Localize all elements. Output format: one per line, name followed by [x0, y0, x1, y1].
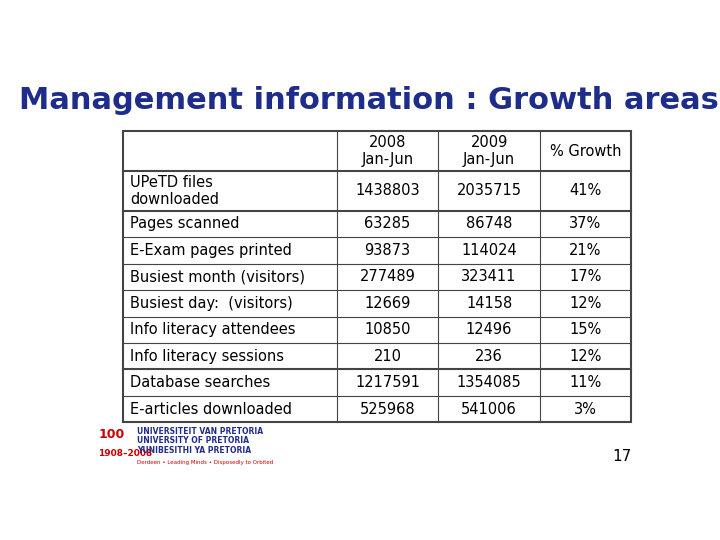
Text: 114024: 114024 [462, 243, 517, 258]
Text: 2035715: 2035715 [456, 184, 521, 198]
Text: % Growth: % Growth [550, 144, 621, 159]
Text: 12669: 12669 [364, 296, 410, 311]
Text: 541006: 541006 [462, 402, 517, 417]
Text: 10850: 10850 [364, 322, 411, 338]
Text: Derdeen • Leading Minds • Disposedly to Orbited: Derdeen • Leading Minds • Disposedly to … [138, 460, 274, 465]
Text: 210: 210 [374, 349, 402, 364]
Text: 12496: 12496 [466, 322, 512, 338]
Text: 41%: 41% [570, 184, 602, 198]
Text: Busiest month (visitors): Busiest month (visitors) [130, 269, 305, 285]
Text: 21%: 21% [570, 243, 602, 258]
Text: 11%: 11% [570, 375, 602, 390]
Text: Pages scanned: Pages scanned [130, 217, 240, 232]
Text: E-Exam pages printed: E-Exam pages printed [130, 243, 292, 258]
Text: 15%: 15% [570, 322, 602, 338]
Text: Info literacy attendees: Info literacy attendees [130, 322, 296, 338]
Text: 14158: 14158 [466, 296, 512, 311]
Text: 63285: 63285 [364, 217, 410, 232]
Text: YUNIBESITHI YA PRETORIA: YUNIBESITHI YA PRETORIA [138, 446, 251, 455]
Text: Management information : Growth areas: Management information : Growth areas [19, 85, 719, 114]
Text: 12%: 12% [570, 349, 602, 364]
Text: 277489: 277489 [359, 269, 415, 285]
Text: Database searches: Database searches [130, 375, 271, 390]
Text: 37%: 37% [570, 217, 602, 232]
Text: Busiest day:  (visitors): Busiest day: (visitors) [130, 296, 293, 311]
Text: 3%: 3% [574, 402, 597, 417]
Text: 12%: 12% [570, 296, 602, 311]
Text: 1438803: 1438803 [355, 184, 420, 198]
Text: 17%: 17% [570, 269, 602, 285]
Text: UPeTD files
downloaded: UPeTD files downloaded [130, 174, 219, 207]
Text: E-articles downloaded: E-articles downloaded [130, 402, 292, 417]
Text: UNIVERSITEIT VAN PRETORIA: UNIVERSITEIT VAN PRETORIA [138, 427, 264, 436]
Text: 86748: 86748 [466, 217, 512, 232]
Text: 100: 100 [99, 428, 125, 441]
Text: 2009
Jan-Jun: 2009 Jan-Jun [463, 135, 515, 167]
Text: Info literacy sessions: Info literacy sessions [130, 349, 284, 364]
Text: 1354085: 1354085 [456, 375, 521, 390]
Text: 93873: 93873 [364, 243, 410, 258]
Bar [124, 131, 631, 422]
Text: UNIVERSITY OF PRETORIA: UNIVERSITY OF PRETORIA [138, 436, 249, 446]
Text: 2008
Jan-Jun: 2008 Jan-Jun [361, 135, 413, 167]
Text: 17: 17 [612, 449, 631, 464]
Text: 236: 236 [475, 349, 503, 364]
Text: 1908–2008: 1908–2008 [99, 449, 153, 458]
Text: 323411: 323411 [462, 269, 517, 285]
Text: 1217591: 1217591 [355, 375, 420, 390]
Text: 525968: 525968 [360, 402, 415, 417]
